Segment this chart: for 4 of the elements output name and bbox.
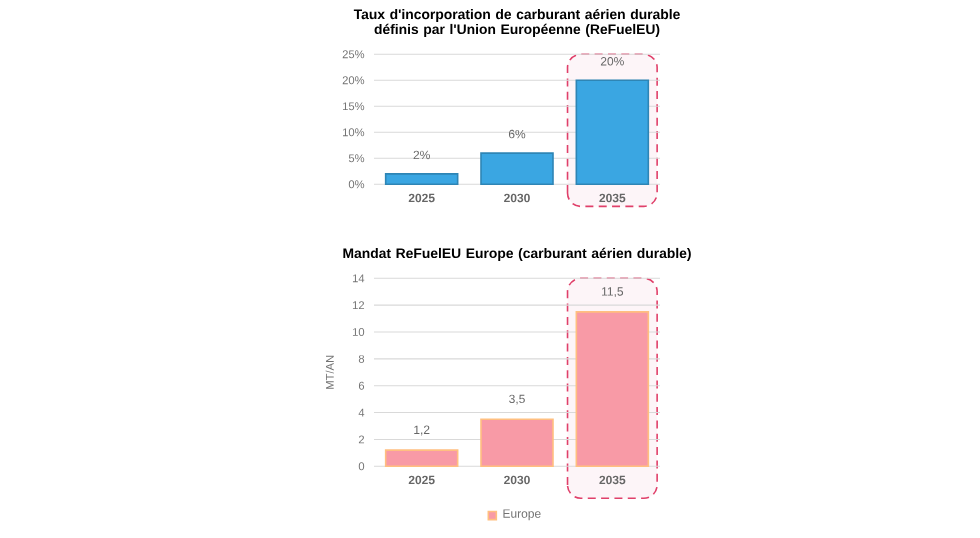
bar: [480, 152, 554, 185]
bar: [384, 449, 459, 467]
bar: [480, 418, 554, 467]
bar: [384, 172, 459, 185]
